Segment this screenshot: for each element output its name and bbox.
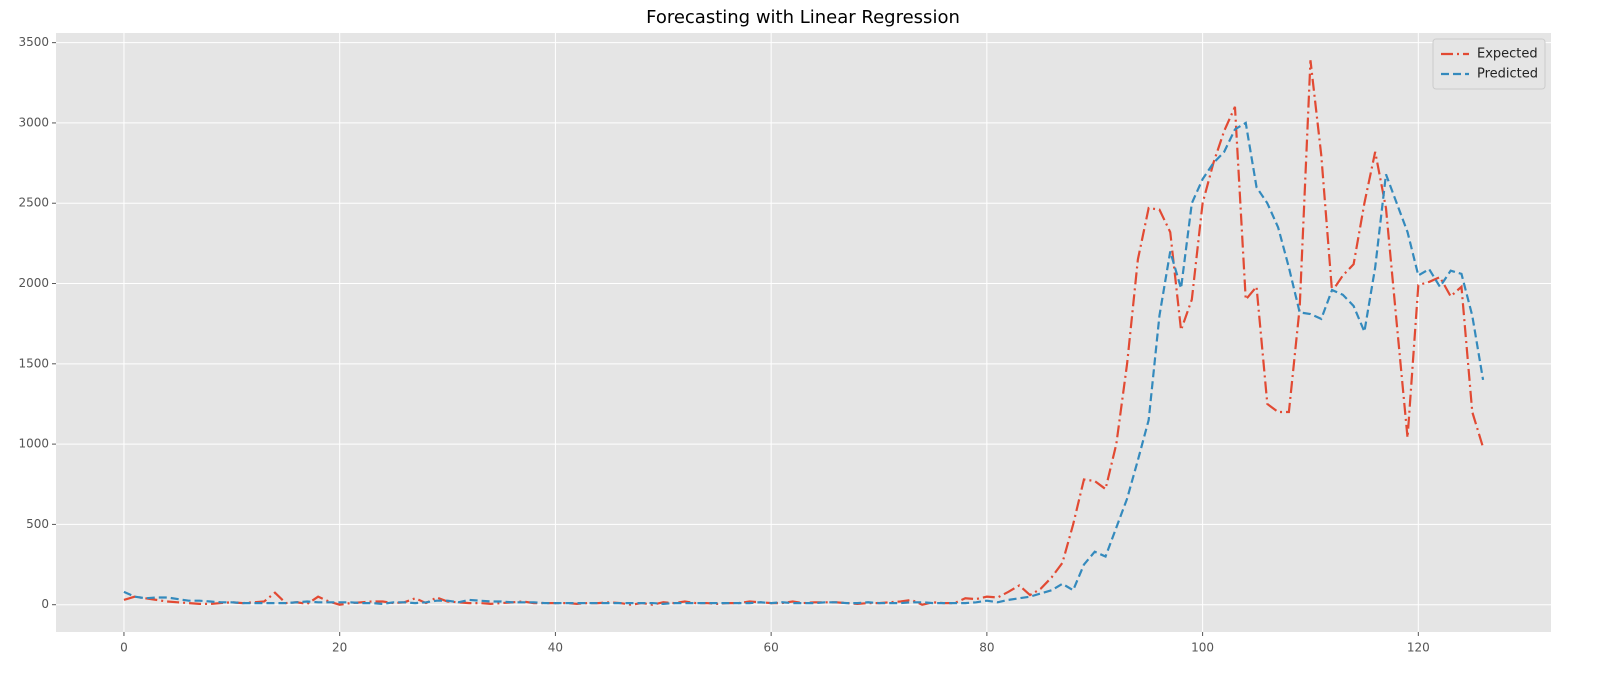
x-tick-label: 60 (764, 641, 779, 655)
x-tick-label: 120 (1407, 641, 1430, 655)
y-tick-label: 2500 (18, 196, 49, 210)
y-tick-label: 0 (41, 597, 49, 611)
legend-label: Predicted (1477, 67, 1538, 82)
x-tick-label: 40 (548, 641, 563, 655)
y-tick-label: 3000 (18, 115, 49, 129)
x-tick-label: 100 (1191, 641, 1214, 655)
line-series (123, 121, 1485, 606)
x-tick-label: 0 (120, 641, 128, 655)
y-tick-label: 1500 (18, 356, 49, 370)
legend-label: Expected (1477, 47, 1538, 62)
plot-area (56, 33, 1551, 632)
legend-box (1432, 38, 1546, 90)
y-tick-label: 1000 (18, 437, 49, 451)
y-tick-label: 2000 (18, 276, 49, 290)
x-tick-label: 80 (979, 641, 994, 655)
y-tick-label: 500 (26, 517, 49, 531)
x-tick-label: 20 (332, 641, 347, 655)
y-tick-label: 3500 (18, 35, 49, 49)
chart-title: Forecasting with Linear Regression (646, 7, 960, 28)
